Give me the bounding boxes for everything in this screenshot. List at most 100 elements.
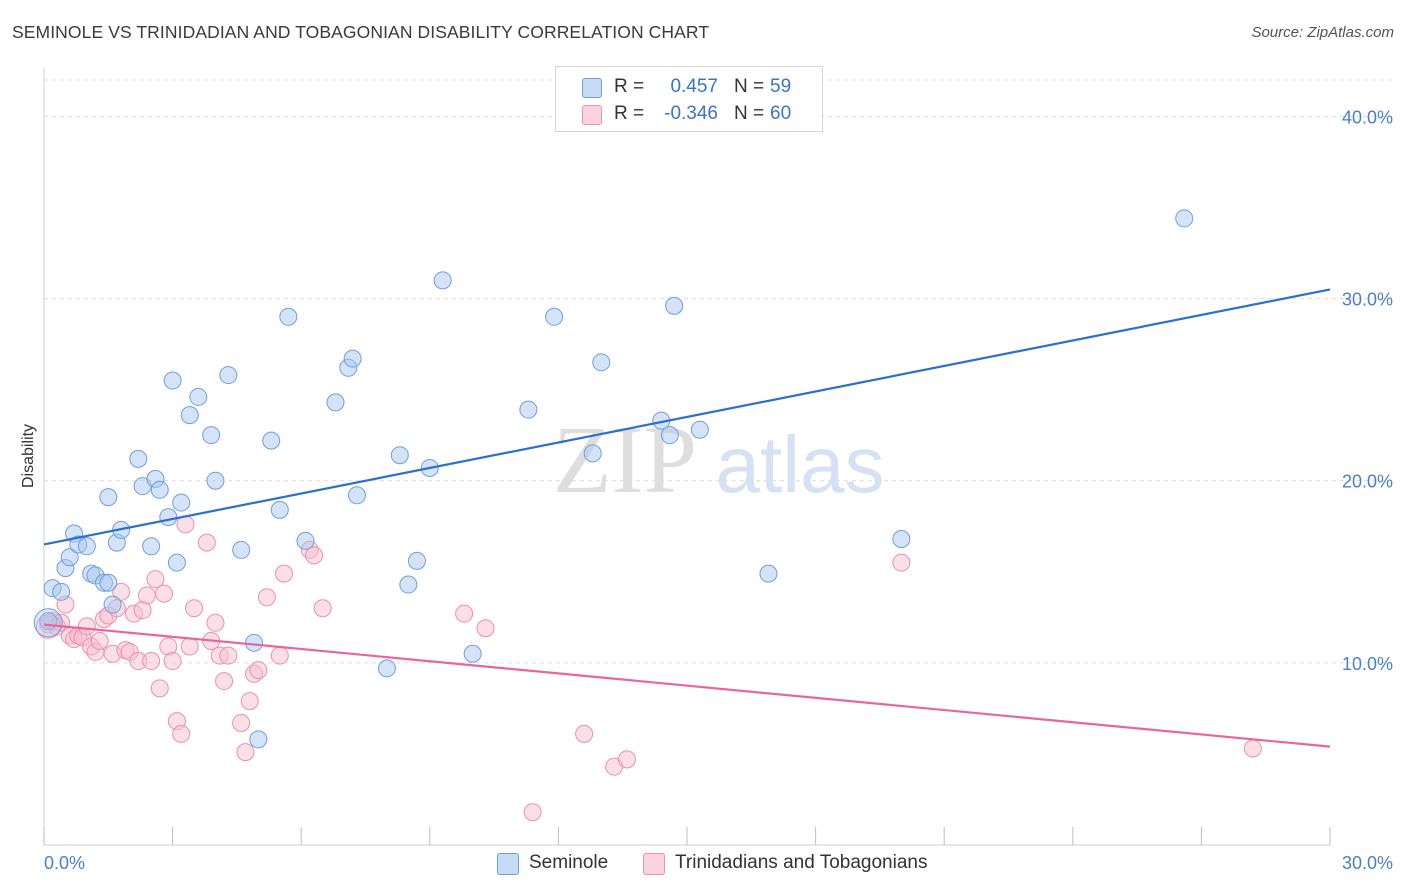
data-point-trinidadians (275, 564, 294, 583)
data-point-trinidadians (180, 637, 199, 656)
data-point-trinidadians (617, 750, 636, 769)
legend-swatch-trinidadians (582, 105, 602, 125)
data-point-trinidadians (257, 588, 276, 607)
data-point-seminole (60, 548, 79, 567)
legend-swatch-trinidadians (643, 853, 665, 875)
legend-row-seminole: R = 0.457 N = 59 (556, 74, 822, 102)
data-point-trinidadians (236, 743, 255, 762)
data-point-seminole (189, 387, 208, 406)
data-point-trinidadians (215, 672, 234, 691)
watermark-atlas: atlas (716, 420, 885, 509)
data-point-trinidadians (232, 713, 251, 732)
data-point-trinidadians (455, 604, 474, 623)
data-point-trinidadians (150, 679, 169, 698)
tick-labels: 10.0% 20.0% 30.0% 40.0% 0.0% 30.0% (44, 107, 1393, 873)
legend-n-value: 60 (770, 103, 792, 124)
data-point-trinidadians (892, 553, 911, 572)
data-point-seminole (249, 730, 268, 749)
trend-line-trinidadians (43, 623, 1331, 748)
watermark-zip: ZIP (553, 406, 697, 513)
data-point-seminole (129, 449, 148, 468)
data-point-seminole (99, 573, 118, 592)
legend-swatch-seminole (582, 78, 602, 98)
data-point-trinidadians (206, 613, 225, 632)
data-point-trinidadians (146, 570, 165, 589)
data-point-trinidadians (575, 724, 594, 743)
data-point-seminole (270, 500, 289, 519)
data-point-seminole (77, 537, 96, 556)
watermark: ZIP atlas (553, 406, 884, 513)
data-point-seminole (232, 540, 251, 559)
data-point-seminole (279, 307, 298, 326)
data-point-seminole (399, 575, 418, 594)
legend-n-label: N = (734, 76, 765, 97)
series-legend: Seminole Trinidadians and Tobagonians (0, 850, 1406, 880)
data-point-seminole (150, 480, 169, 499)
data-point-trinidadians (137, 586, 156, 605)
legend-n-label: N = (734, 103, 765, 124)
data-point-trinidadians (219, 646, 238, 665)
data-point-seminole (759, 564, 778, 583)
data-point-trinidadians (313, 599, 332, 618)
legend-n-value: 59 (770, 76, 792, 97)
chart-title: SEMINOLE VS TRINIDADIAN AND TOBAGONIAN D… (12, 22, 710, 42)
data-point-seminole (1175, 209, 1194, 228)
data-point-seminole (665, 296, 684, 315)
data-point-trinidadians (270, 646, 289, 665)
data-point-trinidadians (249, 661, 268, 680)
legend-r-label: R = (614, 76, 645, 97)
data-point-seminole (103, 595, 122, 614)
data-point-trinidadians (523, 803, 542, 822)
data-point-trinidadians (476, 619, 495, 638)
data-point-seminole (463, 644, 482, 663)
legend-label-trinidadians: Trinidadians and Tobagonians (675, 852, 928, 873)
data-point-seminole (159, 508, 178, 527)
data-point-seminole (690, 420, 709, 439)
y-tick-label: 40.0% (1342, 107, 1393, 127)
data-point-seminole (583, 444, 602, 463)
data-point-trinidadians (197, 533, 216, 552)
data-point-seminole (219, 366, 238, 385)
x-tick-label: 30.0% (1342, 853, 1393, 873)
data-point-seminole (347, 486, 366, 505)
x-tick-label: 0.0% (44, 853, 85, 873)
data-point-seminole (390, 446, 409, 465)
data-point-trinidadians (142, 652, 161, 671)
y-tick-label: 30.0% (1342, 290, 1393, 310)
data-point-seminole (172, 493, 191, 512)
data-point-seminole (892, 530, 911, 548)
data-point-trinidadians (1243, 739, 1262, 758)
data-point-seminole (180, 406, 199, 425)
data-point-seminole (142, 537, 161, 556)
source-note: Source: ZipAtlas.com (1251, 24, 1394, 41)
data-point-seminole (326, 393, 345, 412)
data-point-trinidadians (240, 692, 259, 711)
data-point-seminole (592, 353, 611, 372)
data-point-seminole (377, 659, 396, 678)
data-point-trinidadians (155, 584, 174, 603)
data-point-seminole (99, 488, 118, 507)
axes (43, 68, 1331, 846)
data-point-seminole (206, 471, 225, 490)
data-point-trinidadians (90, 632, 109, 650)
legend-row-trinidadians: R = -0.346 N = 60 (556, 101, 822, 129)
gridlines (44, 79, 1392, 664)
legend-swatch-seminole (497, 853, 519, 875)
legend-label-seminole: Seminole (529, 852, 609, 873)
legend-r-label: R = (614, 103, 645, 124)
series-seminole-points (33, 209, 1194, 749)
data-point-seminole (660, 426, 679, 445)
data-point-seminole (167, 553, 186, 572)
data-point-seminole (407, 551, 426, 570)
data-point-trinidadians (163, 652, 182, 671)
data-point-seminole (433, 271, 452, 290)
data-point-trinidadians (77, 617, 96, 636)
data-point-seminole (202, 426, 221, 445)
data-point-trinidadians (185, 599, 204, 618)
data-point-seminole (52, 582, 71, 601)
series-trinidadians-points (35, 515, 1262, 822)
data-point-trinidadians (305, 546, 324, 565)
data-point-seminole (262, 431, 281, 450)
trend-line-seminole (43, 288, 1331, 546)
